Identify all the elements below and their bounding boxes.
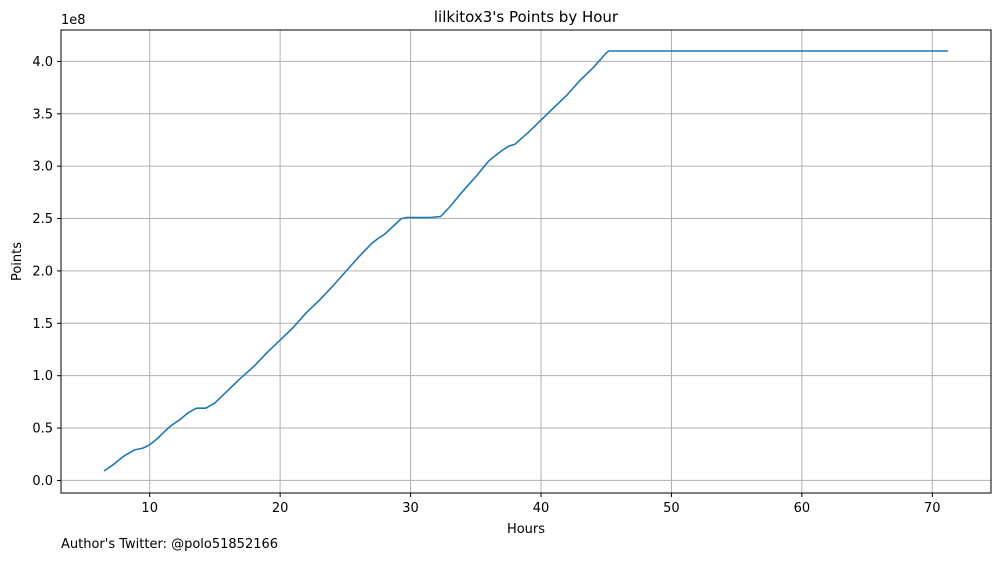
y-tick-label: 2.0 <box>32 264 53 279</box>
y-axis-offset-label: 1e8 <box>61 13 86 28</box>
y-axis: 0.0 0.5 1.0 1.5 2.0 2.5 3.0 3.5 4.0 <box>32 55 61 489</box>
series-line <box>103 50 948 472</box>
x-tick-label: 30 <box>402 501 419 516</box>
chart-title: lilkitox3's Points by Hour <box>434 8 619 26</box>
x-tick-label: 50 <box>663 501 680 516</box>
y-tick-label: 3.5 <box>32 107 53 122</box>
y-tick-label: 1.5 <box>32 317 53 332</box>
plot-frame <box>60 29 992 494</box>
series-group <box>103 50 948 472</box>
x-tick-label: 20 <box>272 501 289 516</box>
x-tick-label: 70 <box>924 501 941 516</box>
x-tick-label: 10 <box>141 501 158 516</box>
y-tick-label: 1.0 <box>32 369 53 384</box>
grid <box>61 30 991 493</box>
y-tick-label: 3.0 <box>32 160 53 175</box>
x-axis-label: Hours <box>507 522 545 537</box>
y-tick-label: 4.0 <box>32 55 53 70</box>
x-axis: 10 20 30 40 50 60 70 <box>141 493 941 516</box>
x-tick-label: 40 <box>533 501 550 516</box>
x-tick-label: 60 <box>794 501 811 516</box>
y-tick-label: 0.0 <box>32 474 53 489</box>
y-tick-label: 2.5 <box>32 212 53 227</box>
y-tick-label: 0.5 <box>32 422 53 437</box>
y-axis-label: Points <box>10 242 25 281</box>
author-credit: Author's Twitter: @polo51852166 <box>61 537 279 552</box>
